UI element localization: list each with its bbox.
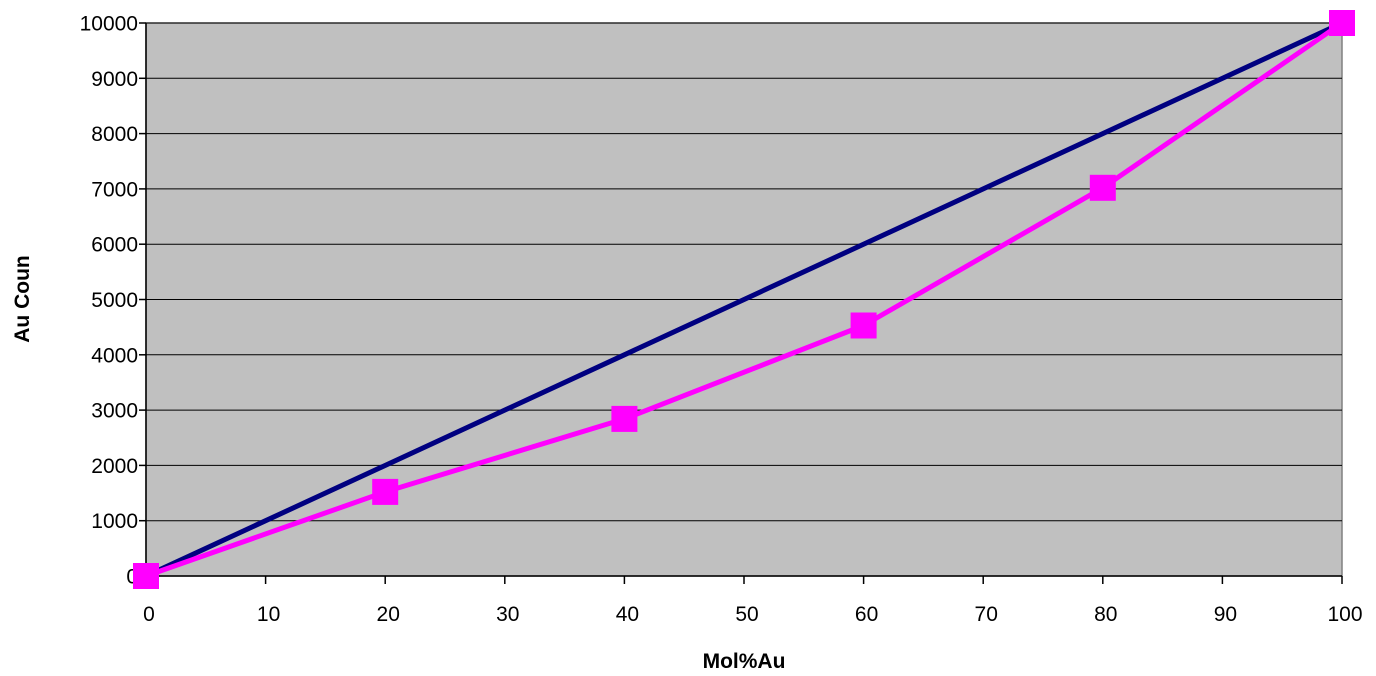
x-tick-label: 90 <box>1214 603 1237 626</box>
axes <box>139 22 1343 584</box>
y-tick-label: 6000 <box>91 234 138 257</box>
y-tick-label: 4000 <box>91 344 138 367</box>
series-1-line <box>143 20 1345 579</box>
x-axis-title: Mol%Au <box>703 650 786 673</box>
y-axis-title: Au Coun <box>11 255 34 342</box>
x-tick-label: 50 <box>735 603 758 626</box>
x-tick-label: 80 <box>1094 603 1117 626</box>
series-2-point <box>1329 10 1355 36</box>
x-tick-label: 30 <box>496 603 519 626</box>
x-tick-label: 10 <box>257 603 280 626</box>
y-tick-label: 3000 <box>91 400 138 423</box>
y-tick-label: 2000 <box>91 455 138 478</box>
x-tick-label: 60 <box>855 603 878 626</box>
y-tick-label: 8000 <box>91 123 138 146</box>
y-tick-label: 0 <box>126 566 138 589</box>
series-2-point <box>133 563 159 589</box>
y-tick-label: 5000 <box>91 289 138 312</box>
series-2-point <box>611 405 638 432</box>
x-tick-label: 0 <box>143 603 155 626</box>
x-tick-label: 70 <box>975 603 998 626</box>
gridlines <box>146 22 1342 522</box>
y-tick-label: 10000 <box>80 13 138 36</box>
series-2-point <box>850 312 877 339</box>
series-2-point <box>1089 174 1116 201</box>
x-tick-label: 100 <box>1327 603 1362 626</box>
series-2-line <box>143 20 1345 579</box>
x-tick-label: 40 <box>616 603 639 626</box>
tick-labels: 0100020003000400050006000700080009000100… <box>80 13 1363 627</box>
series-2-point <box>372 478 399 505</box>
y-tick-label: 9000 <box>91 68 138 91</box>
x-tick-label: 20 <box>377 603 400 626</box>
y-tick-label: 1000 <box>91 510 138 533</box>
series-layer <box>133 10 1355 589</box>
y-tick-label: 7000 <box>91 178 138 201</box>
